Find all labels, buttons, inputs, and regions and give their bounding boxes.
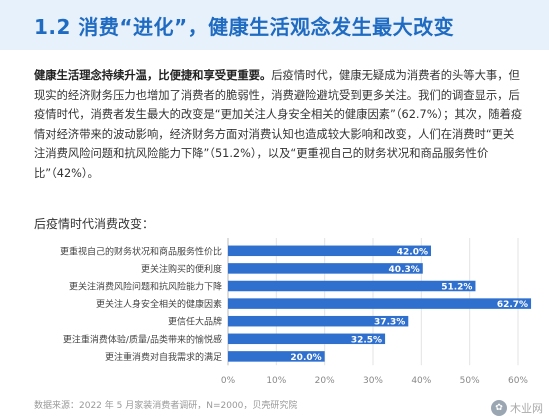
- category-label: 更注重消费对自我需求的满足: [105, 351, 222, 363]
- bar-value-label: 37.3%: [374, 318, 405, 328]
- x-tick-label: 60%: [508, 376, 528, 386]
- category-label: 更关注购买的便利度: [141, 263, 222, 275]
- bar-value-label: 20.0%: [290, 353, 321, 363]
- category-label: 更重视自己的财务状况和商品服务性价比: [60, 245, 222, 257]
- bar: [228, 263, 423, 274]
- x-tick-label: 20%: [315, 376, 335, 386]
- bar: [228, 245, 431, 257]
- bar-value-label: 32.5%: [351, 335, 382, 345]
- bar: [228, 298, 532, 309]
- watermark-text: 木业网: [510, 402, 543, 415]
- chart-heading: 后疫情时代消费改变：: [34, 217, 155, 231]
- source-note: 数据来源：2022 年 5 月家装消费者调研，N=2000，贝壳研究院: [34, 401, 298, 411]
- intro-paragraph: 健康生活理念持续升温，比便捷和享受更重要。后疫情时代，健康无疑成为消费者的头等大…: [34, 66, 524, 184]
- bar-value-label: 42.0%: [397, 247, 428, 257]
- x-tick-label: 40%: [411, 376, 431, 386]
- bar: [228, 333, 386, 345]
- page-title: 1.2 消费“进化”，健康生活观念发生最大改变: [34, 15, 455, 39]
- x-tick-label: 50%: [460, 376, 480, 386]
- category-label: 更关注消费风险问题和抗风险能力下降: [69, 281, 222, 293]
- intro-body: 后疫情时代，健康无疑成为消费者的头等大事，但现实的经济财务压力也增加了消费者的脆…: [34, 69, 523, 180]
- x-tick-label: 30%: [363, 376, 383, 386]
- bar: [228, 315, 409, 327]
- x-tick-label: 0%: [221, 376, 236, 386]
- title-bar: [0, 0, 549, 50]
- bar-value-label: 40.3%: [389, 265, 420, 275]
- intro-lead: 健康生活理念持续升温，比便捷和享受更重要。: [34, 69, 272, 82]
- bar-value-label: 51.2%: [441, 283, 472, 293]
- wood-network-icon: ✿: [491, 400, 507, 416]
- category-label: 更关注人身安全相关的健康因素: [96, 298, 222, 310]
- category-label: 更注重消费体验/质量/品类带来的愉悦感: [63, 333, 222, 345]
- bar: [228, 351, 325, 362]
- watermark: ✿ 木业网: [491, 400, 543, 416]
- bar: [228, 280, 476, 292]
- bar-chart: 0% 10% 20% 30% 40% 50% 60% 更重视自己的财务状况和商品服务性价比 42…: [60, 238, 532, 386]
- category-label: 更信任大品牌: [168, 316, 222, 328]
- bar-value-label: 62.7%: [497, 300, 528, 310]
- x-tick-label: 10%: [266, 376, 286, 386]
